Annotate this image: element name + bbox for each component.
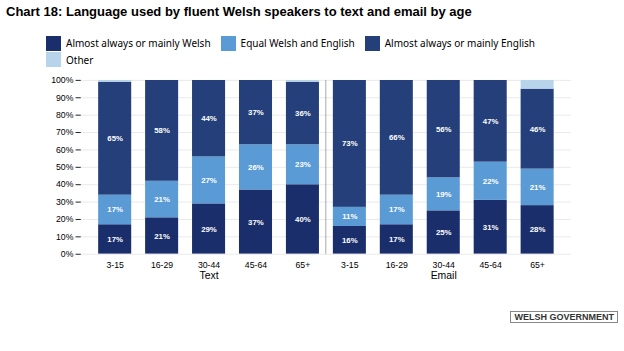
svg-text:40%: 40% [295, 215, 311, 224]
svg-text:65+: 65+ [530, 260, 545, 270]
svg-text:37%: 37% [248, 218, 264, 227]
html-text:Almost always or mainly Welsh: Almost always or mainly Welsh [66, 36, 211, 51]
svg-text:28%: 28% [530, 225, 546, 234]
html-text:Chart 18: Language used by flu: Chart 18: Language used by fluent Welsh … [6, 4, 472, 19]
svg-text:80%: 80% [56, 110, 74, 120]
svg-text:3-15: 3-15 [341, 260, 359, 270]
svg-text:21%: 21% [530, 183, 546, 192]
svg-text:30-44: 30-44 [198, 260, 220, 270]
html-text:Equal Welsh and English: Equal Welsh and English [240, 36, 355, 51]
svg-text:16-29: 16-29 [151, 260, 173, 270]
svg-text:36%: 36% [295, 109, 311, 118]
svg-text:45-64: 45-64 [245, 260, 267, 270]
svg-text:58%: 58% [154, 126, 170, 135]
svg-text:17%: 17% [389, 205, 405, 214]
svg-text:23%: 23% [295, 160, 311, 169]
svg-text:17%: 17% [107, 235, 123, 244]
svg-text:16-29: 16-29 [386, 260, 408, 270]
svg-text:16%: 16% [342, 236, 358, 245]
svg-text:60%: 60% [56, 145, 74, 155]
svg-text:21%: 21% [154, 195, 170, 204]
svg-text:100%: 100% [51, 75, 73, 85]
svg-text:20%: 20% [56, 214, 74, 224]
svg-text:3-15: 3-15 [106, 260, 124, 270]
svg-text:30-44: 30-44 [433, 260, 455, 270]
svg-text:30%: 30% [56, 197, 74, 207]
svg-text:17%: 17% [107, 205, 123, 214]
svg-text:10%: 10% [56, 232, 74, 242]
svg-text:21%: 21% [154, 231, 170, 240]
svg-text:44%: 44% [201, 114, 217, 123]
svg-text:22%: 22% [483, 177, 499, 186]
svg-text:26%: 26% [248, 163, 264, 172]
svg-text:Text: Text [199, 270, 218, 281]
svg-text:45-64: 45-64 [480, 260, 502, 270]
svg-text:19%: 19% [436, 190, 452, 199]
svg-text:27%: 27% [201, 176, 217, 185]
svg-text:29%: 29% [201, 225, 217, 234]
svg-text:56%: 56% [436, 125, 452, 134]
svg-text:Email: Email [431, 270, 457, 281]
svg-text:40%: 40% [56, 179, 74, 189]
svg-text:65%: 65% [107, 134, 123, 143]
svg-text:66%: 66% [389, 133, 405, 142]
svg-text:0%: 0% [61, 249, 74, 259]
svg-text:90%: 90% [56, 93, 74, 103]
svg-text:65+: 65+ [295, 260, 310, 270]
svg-text:50%: 50% [56, 162, 74, 172]
html-text:WELSH GOVERNMENT: WELSH GOVERNMENT [514, 312, 614, 323]
svg-text:73%: 73% [342, 139, 358, 148]
svg-text:46%: 46% [530, 125, 546, 134]
svg-text:37%: 37% [248, 108, 264, 117]
svg-text:25%: 25% [436, 228, 452, 237]
svg-text:70%: 70% [56, 127, 74, 137]
html-text:Other: Other [66, 52, 94, 67]
svg-text:17%: 17% [389, 235, 405, 244]
svg-text:47%: 47% [483, 117, 499, 126]
svg-text:11%: 11% [342, 212, 357, 221]
svg-text:31%: 31% [483, 223, 499, 232]
html-text:Almost always or mainly Englis: Almost always or mainly English [384, 36, 536, 51]
